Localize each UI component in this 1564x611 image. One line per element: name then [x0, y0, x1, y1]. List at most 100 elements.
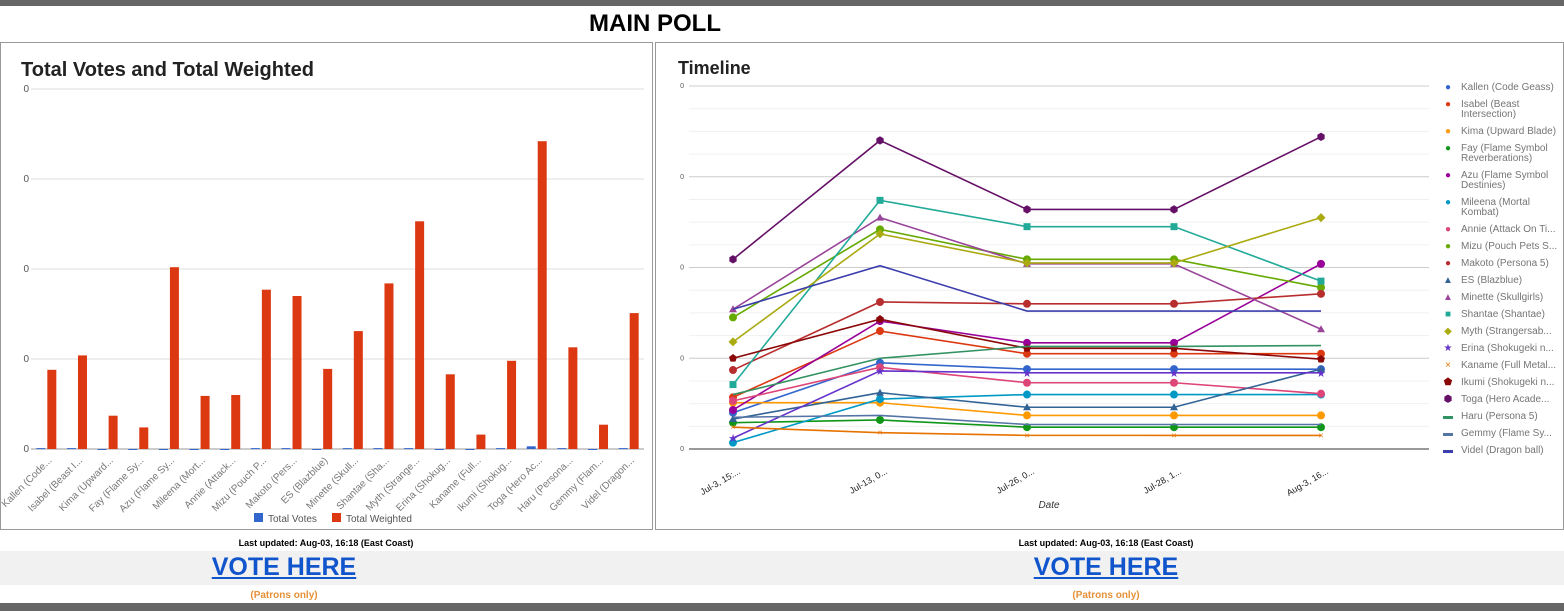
data-point [729, 313, 737, 322]
x-tick-label: Jul-26, 0... [995, 466, 1036, 496]
x-axis-title: Date [1038, 500, 1060, 511]
y-tick-label: 0 [680, 265, 684, 272]
data-point [1170, 205, 1178, 214]
legend-item[interactable]: ● Annie (Attack On Ti... [1441, 225, 1561, 235]
legend-item[interactable]: ⬢ Toga (Hero Acade... [1441, 395, 1561, 405]
data-point [1023, 338, 1031, 347]
data-point [1316, 213, 1326, 223]
bar-chart-panel: Total Votes and Total Weighted 0 0 0 0 0 Kall… [0, 42, 653, 530]
data-point [1317, 259, 1325, 268]
legend-item[interactable]: ▲ Minette (Skullgirls) [1441, 293, 1561, 303]
data-point [1170, 411, 1178, 420]
bar-total-weighted [353, 331, 363, 449]
legend-item[interactable]: ▬ Videl (Dragon ball) [1441, 446, 1561, 456]
bar-total-weighted [108, 415, 118, 449]
legend-line-icon: ▬ [1443, 445, 1453, 456]
bar-total-votes [189, 449, 199, 450]
x-tick-label: Ikumi (Shokug... [455, 455, 514, 514]
legend-item[interactable]: ● Mizu (Pouch Pets S... [1441, 242, 1561, 252]
legend-label: ES (Blazblue) [1461, 275, 1523, 286]
series-line [732, 263, 1322, 411]
legend-circle-icon: ● [1444, 241, 1452, 252]
legend-item[interactable]: × Kaname (Full Metal... [1441, 361, 1561, 371]
legend-swatch [332, 513, 341, 522]
legend-label: Kallen (Code Geass) [1461, 82, 1554, 93]
vote-here-link-left[interactable]: VOTE HERE [211, 553, 357, 581]
bar-total-weighted [169, 267, 179, 449]
bar-total-weighted [537, 141, 547, 449]
bar-total-votes [66, 448, 76, 450]
legend-circle-icon: ● [1444, 126, 1452, 137]
legend-item[interactable]: ▬ Haru (Persona 5) [1441, 412, 1561, 422]
legend-swatch [254, 513, 263, 522]
legend-item[interactable]: ★ Erina (Shokugeki n... [1441, 344, 1561, 354]
y-tick-label: 0 [680, 446, 684, 453]
x-tick-label: Fay (Flame Sy... [87, 455, 146, 514]
x-tick-label: Azu (Flame Sy... [118, 455, 178, 515]
legend-label: Toga (Hero Acade... [1461, 394, 1550, 405]
legend-item[interactable]: ⬟ Ikumi (Shokugeki n... [1441, 378, 1561, 388]
patrons-only-right: (Patrons only) [1072, 590, 1140, 601]
legend-item[interactable]: ● Fay (Flame Symbol Reverberations) [1441, 144, 1561, 164]
data-point [1170, 403, 1178, 411]
legend-diamond-icon: ◆ [1444, 326, 1452, 337]
data-point: × [1024, 430, 1029, 440]
bar-total-votes [588, 449, 598, 450]
data-point [1317, 365, 1325, 373]
bar-total-votes [373, 448, 383, 450]
legend-item[interactable]: ■ Shantae (Shantae) [1441, 310, 1561, 320]
legend-item[interactable]: ● Mileena (Mortal Kombat) [1441, 198, 1561, 218]
legend-triangle-icon: ▲ [1443, 275, 1453, 286]
y-tick-label: 0 [23, 264, 29, 275]
data-point [1023, 378, 1031, 387]
legend-item[interactable]: ● Kima (Upward Blade) [1441, 127, 1561, 137]
data-point [876, 388, 884, 396]
data-point [729, 438, 737, 447]
legend-item[interactable]: ● Kallen (Code Geass) [1441, 83, 1561, 93]
legend-label: Azu (Flame Symbol Destinies) [1461, 170, 1549, 191]
data-point [1317, 389, 1325, 398]
legend-item[interactable]: ◆ Myth (Strangersab... [1441, 327, 1561, 337]
timeline-panel: Timeline 0 0 0 0 0 Jul-3, 15:... Jul-13, 0... J… [655, 42, 1564, 530]
data-point [1023, 403, 1031, 411]
legend-label: Isabel (Beast Intersection) [1461, 99, 1520, 120]
data-point [876, 225, 884, 234]
legend-item[interactable]: ● Makoto (Persona 5) [1441, 259, 1561, 269]
data-point [1170, 338, 1178, 347]
x-tick-label: Mileena (Mort... [151, 455, 208, 512]
data-point [1023, 349, 1031, 358]
legend-item[interactable]: ● Isabel (Beast Intersection) [1441, 100, 1561, 120]
bar-total-weighted [476, 434, 486, 449]
last-updated-left: Last updated: Aug-03, 16:18 (East Coast) [238, 538, 414, 548]
bar-total-votes [465, 449, 475, 450]
series-line [732, 414, 1321, 426]
legend-item[interactable]: ▲ ES (Blazblue) [1441, 276, 1561, 286]
data-point [876, 196, 884, 204]
timeline-chart: 0 0 0 0 0 Jul-3, 15:... Jul-13, 0... Jul-26, 0.… [680, 83, 1429, 511]
y-tick-label: 0 [23, 444, 29, 455]
data-point: ★ [728, 433, 738, 445]
data-point [1170, 223, 1178, 231]
bar-total-weighted [568, 347, 578, 449]
bar-total-votes [526, 446, 536, 449]
data-point [1170, 299, 1178, 308]
legend-label: Kima (Upward Blade) [1461, 126, 1557, 137]
x-tick-label: Mizu (Pouch P... [210, 455, 269, 514]
legend-label: Kaname (Full Metal... [1461, 360, 1557, 371]
data-point [729, 354, 737, 362]
x-tick-label: Gemmy (Flam... [548, 455, 606, 513]
legend-item[interactable]: ▬ Gemmy (Flame Sy... [1441, 429, 1561, 439]
legend-item[interactable]: ● Azu (Flame Symbol Destinies) [1441, 171, 1561, 191]
series-line [732, 344, 1322, 396]
vote-here-link-right[interactable]: VOTE HERE [1033, 553, 1179, 581]
legend-circle-icon: ● [1444, 258, 1452, 269]
x-tick-label: Erina (Shokug... [394, 455, 452, 513]
bar-total-votes [496, 448, 506, 450]
x-tick-label: Jul-13, 0... [848, 466, 889, 496]
data-point [1023, 390, 1031, 399]
data-point [876, 213, 884, 221]
legend-label: Erina (Shokugeki n... [1461, 343, 1554, 354]
x-tick-label: Kima (Upward... [57, 455, 115, 513]
y-tick-label: 0 [23, 354, 29, 365]
bar-total-votes [281, 448, 291, 450]
